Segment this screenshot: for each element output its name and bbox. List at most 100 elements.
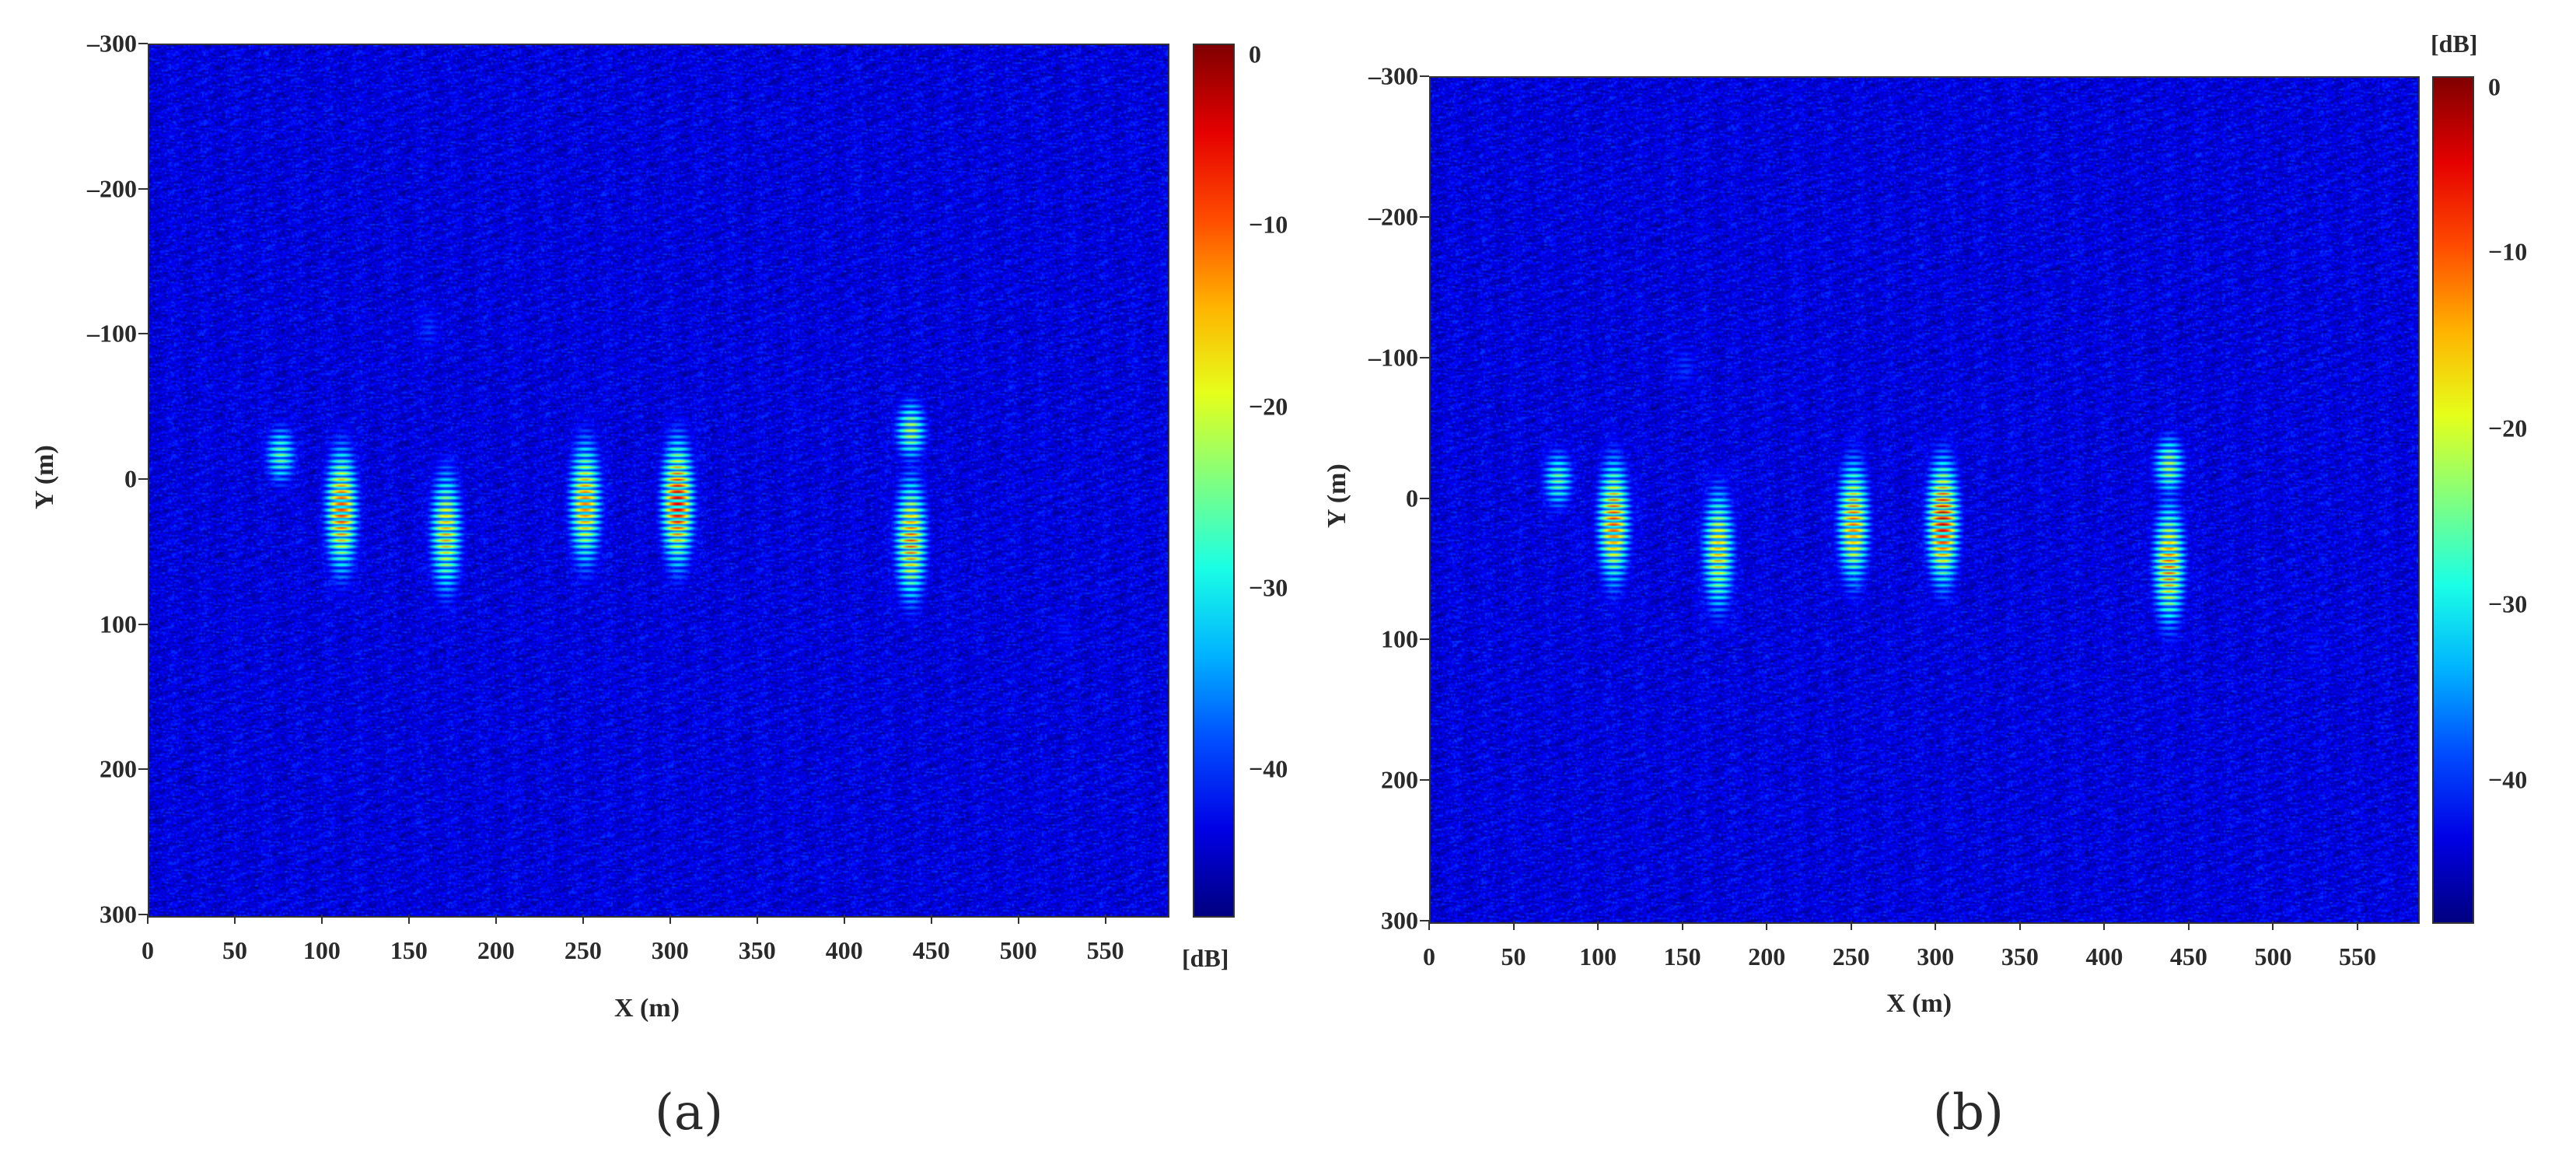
x-tick-mark [147,914,149,924]
colorbar-tick-label: −30 [2488,589,2528,618]
x-tick-label: 200 [477,936,515,964]
y-tick-mark [138,768,148,771]
heatmap-canvas-b [1431,78,2418,922]
x-tick-label: 0 [1423,942,1435,970]
colorbar-tick-label: 0 [2488,72,2501,101]
x-axis-label-a: X (m) [614,994,680,1023]
x-tick-label: 250 [1832,942,1870,970]
colorbar-tick-label: −10 [1249,210,1288,239]
y-tick-mark [1420,498,1429,499]
x-tick-mark [1850,921,1852,930]
caption-b: (b) [1933,1084,2004,1142]
heatmap-plot-a [148,44,1169,918]
y-tick-mark [138,43,148,44]
y-tick-label: 100 [100,610,137,638]
x-tick-label: 250 [564,936,602,964]
colorbar-unit-a: [dB] [1182,944,1229,972]
x-tick-label: 300 [651,936,689,964]
y-tick-label: –100 [1368,343,1418,372]
y-tick-label: 200 [100,754,137,783]
x-tick-mark [2357,921,2359,930]
y-tick-label: –300 [87,29,137,58]
x-tick-label: 550 [1086,936,1124,964]
y-tick-mark [1420,638,1429,640]
x-axis-label-b: X (m) [1886,989,1952,1018]
x-tick-label: 100 [302,936,341,964]
colorbar-unit-b: [dB] [2431,30,2478,58]
x-tick-label: 50 [222,936,247,964]
colorbar-tick-label: 0 [1249,40,1261,68]
colorbar-tick-label: −40 [1249,754,1288,783]
y-axis-label-a: Y (m) [30,445,59,509]
x-tick-label: 150 [1663,942,1701,970]
x-tick-label: 350 [738,936,776,964]
y-tick-label: 0 [124,464,137,493]
x-tick-label: 200 [1748,942,1786,970]
x-tick-mark [1017,914,1019,924]
y-tick-label: 200 [1381,765,1418,794]
x-tick-label: 500 [999,936,1037,964]
panel-a: –300 –200 –100 0 100 200 300 0 50 100 150 200 250 30… [0,0,1288,1168]
x-tick-mark [1428,921,1430,930]
y-tick-mark [138,187,148,190]
x-tick-mark [756,914,758,924]
x-tick-mark [2187,921,2190,930]
y-tick-mark [138,478,148,480]
x-tick-label: 50 [1501,942,1526,970]
x-tick-label: 550 [2339,942,2377,970]
y-tick-label: 100 [1381,624,1418,653]
colorbar-a [1193,44,1235,918]
x-tick-label: 400 [825,936,863,964]
x-tick-mark [2272,921,2274,930]
y-tick-label: 300 [1381,906,1418,935]
x-tick-mark [669,914,671,924]
x-tick-label: 450 [912,936,950,964]
colorbar-tick-label: −20 [1249,392,1288,421]
x-tick-label: 300 [1917,942,1955,970]
y-tick-mark [138,914,148,915]
x-tick-mark [407,914,410,924]
x-tick-mark [495,914,497,924]
x-tick-mark [582,914,584,924]
y-tick-mark [138,623,148,625]
colorbar-tick-label: −20 [2488,414,2528,442]
y-tick-mark [1420,75,1429,77]
colorbar-tick-label: −40 [2488,765,2528,794]
x-tick-label: 0 [142,936,154,964]
colorbar-b [2432,76,2474,924]
y-tick-mark [138,333,148,335]
x-tick-label: 400 [2085,942,2123,970]
x-tick-mark [1935,921,1937,930]
x-tick-mark [930,914,932,924]
y-tick-mark [1420,920,1429,921]
y-tick-label: 300 [100,900,137,928]
x-tick-label: 350 [2001,942,2039,970]
x-tick-label: 150 [390,936,428,964]
heatmap-canvas-a [149,45,1168,916]
x-tick-mark [233,914,236,924]
x-tick-mark [2019,921,2021,930]
x-tick-mark [1512,921,1515,930]
heatmap-plot-b [1429,76,2420,924]
y-tick-mark [1420,216,1429,218]
y-tick-mark [1420,779,1429,781]
y-tick-label: –200 [1368,202,1418,231]
colorbar-tick-label: −10 [2488,237,2528,266]
x-tick-mark [1681,921,1683,930]
y-axis-label-b: Y (m) [1323,463,1351,528]
y-tick-label: –300 [1368,61,1418,90]
y-tick-label: –200 [87,174,137,203]
x-tick-mark [1766,921,1768,930]
y-tick-mark [1420,357,1429,358]
x-tick-label: 500 [2254,942,2292,970]
x-tick-mark [1104,914,1106,924]
caption-a: (a) [655,1084,724,1142]
x-tick-label: 100 [1579,942,1617,970]
x-tick-label: 450 [2169,942,2207,970]
colorbar-tick-label: −30 [1249,573,1288,602]
x-tick-mark [320,914,323,924]
x-tick-mark [1597,921,1599,930]
x-tick-mark [2103,921,2106,930]
y-tick-label: 0 [1406,484,1418,512]
panel-b: –300 –200 –100 0 100 200 300 0 50 100 150 200 250 30… [1288,0,2576,1168]
